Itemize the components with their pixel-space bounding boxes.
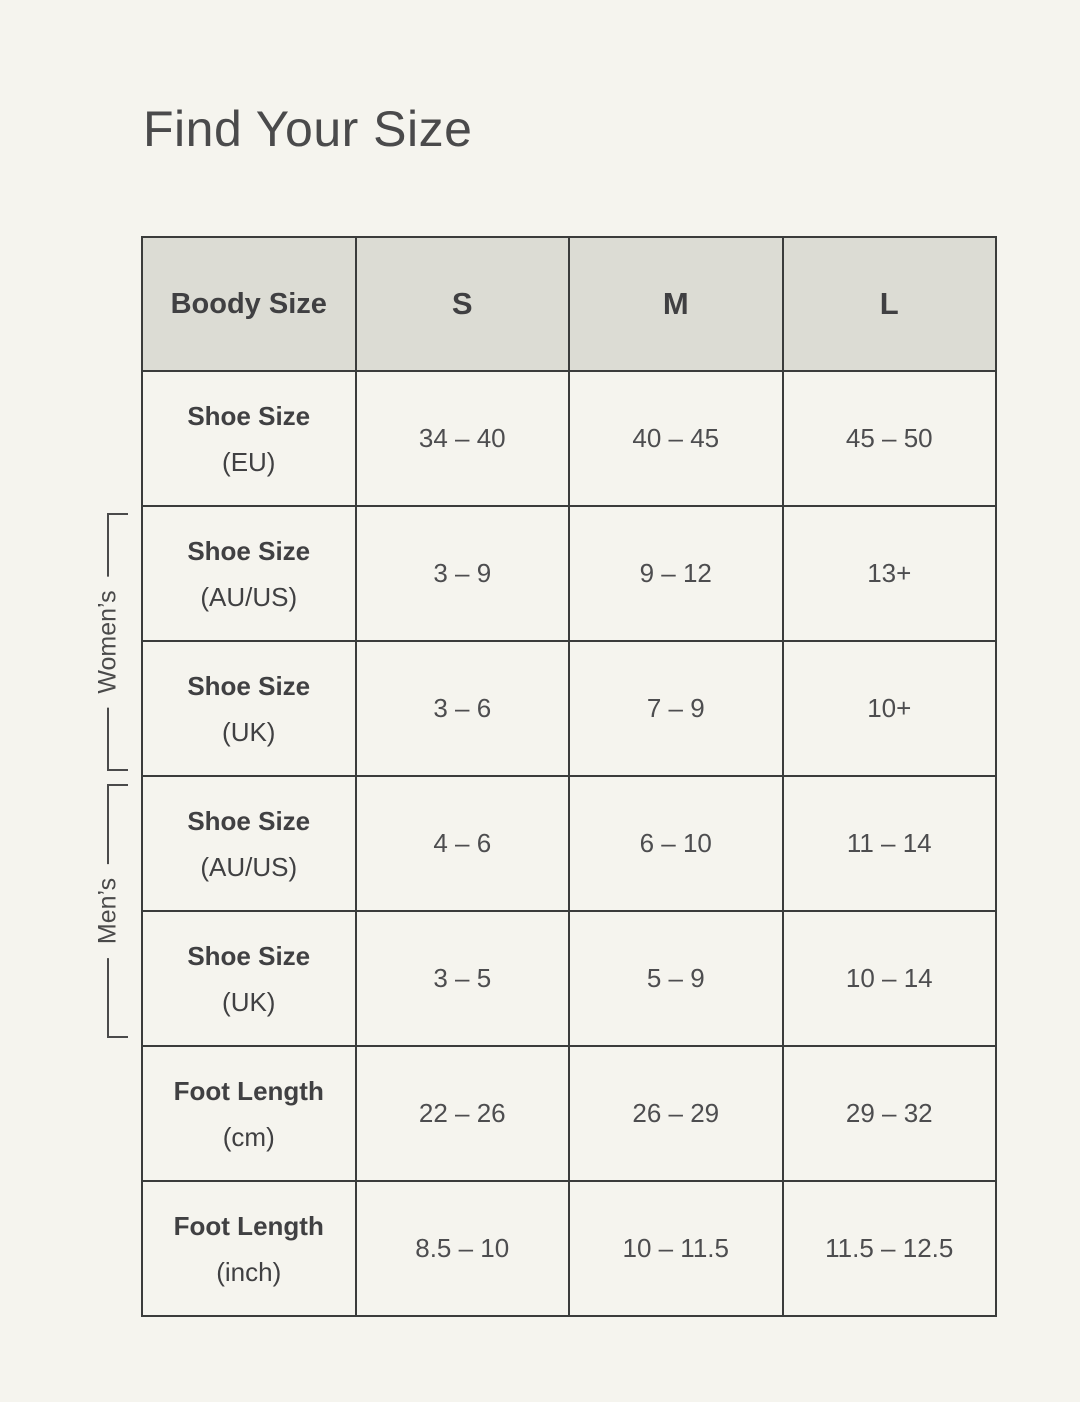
row-label: Shoe Size — [187, 400, 311, 431]
bracket-tick-bottom — [107, 769, 128, 771]
row-label-cell: Shoe Size (UK) — [141, 910, 357, 1047]
row-label-cell: Shoe Size (UK) — [141, 640, 357, 777]
cell-s: 34 – 40 — [354, 370, 570, 507]
row-label-cell: Shoe Size (AU/US) — [141, 775, 357, 912]
cell-m: 40 – 45 — [568, 370, 784, 507]
header-size-l: L — [781, 236, 997, 372]
row-unit: (EU) — [222, 446, 276, 477]
row-unit: (UK) — [222, 716, 276, 747]
row-label: Foot Length — [173, 1210, 324, 1241]
cell-s: 4 – 6 — [354, 775, 570, 912]
cell-s: 3 – 9 — [354, 505, 570, 642]
mens-group-label: Men’s — [93, 863, 123, 959]
bracket-tick-top — [107, 513, 128, 515]
cell-s: 3 – 6 — [354, 640, 570, 777]
cell-m: 5 – 9 — [568, 910, 784, 1047]
row-label-cell: Shoe Size (EU) — [141, 370, 357, 507]
cell-s: 3 – 5 — [354, 910, 570, 1047]
row-unit: (UK) — [222, 986, 276, 1017]
row-unit: (inch) — [216, 1256, 282, 1287]
cell-l: 45 – 50 — [781, 370, 997, 507]
table-row-foot-length-inch: Foot Length (inch) 8.5 – 10 10 – 11.5 11… — [141, 1180, 997, 1317]
cell-l: 10+ — [781, 640, 997, 777]
table-row-shoe-eu: Shoe Size (EU) 34 – 40 40 – 45 45 – 50 — [141, 370, 997, 507]
table-row-mens-shoe-auus: Shoe Size (AU/US) 4 – 6 6 – 10 11 – 14 — [141, 775, 997, 912]
mens-row-group-bracket: Men’s — [93, 784, 128, 1038]
row-label-cell: Shoe Size (AU/US) — [141, 505, 357, 642]
cell-m: 6 – 10 — [568, 775, 784, 912]
row-label: Shoe Size — [187, 940, 311, 971]
row-label-cell: Foot Length (inch) — [141, 1180, 357, 1317]
row-unit: (AU/US) — [200, 851, 298, 882]
womens-group-label: Women’s — [93, 576, 123, 708]
cell-m: 10 – 11.5 — [568, 1180, 784, 1317]
cell-m: 9 – 12 — [568, 505, 784, 642]
cell-m: 26 – 29 — [568, 1045, 784, 1182]
table-header-row: Boody Size S M L — [141, 236, 997, 372]
row-unit: (AU/US) — [200, 581, 298, 612]
table-row-womens-shoe-auus: Shoe Size (AU/US) 3 – 9 9 – 12 13+ — [141, 505, 997, 642]
table-row-mens-shoe-uk: Shoe Size (UK) 3 – 5 5 – 9 10 – 14 — [141, 910, 997, 1047]
cell-l: 11 – 14 — [781, 775, 997, 912]
bracket-tick-top — [107, 784, 128, 786]
header-boody-size: Boody Size — [141, 236, 357, 372]
header-size-s: S — [354, 236, 570, 372]
row-label: Foot Length — [173, 1075, 324, 1106]
cell-l: 13+ — [781, 505, 997, 642]
header-size-m: M — [568, 236, 784, 372]
table-row-foot-length-cm: Foot Length (cm) 22 – 26 26 – 29 29 – 32 — [141, 1045, 997, 1182]
table-row-womens-shoe-uk: Shoe Size (UK) 3 – 6 7 – 9 10+ — [141, 640, 997, 777]
cell-m: 7 – 9 — [568, 640, 784, 777]
cell-l: 10 – 14 — [781, 910, 997, 1047]
cell-s: 8.5 – 10 — [354, 1180, 570, 1317]
page-title: Find Your Size — [143, 101, 473, 157]
cell-s: 22 – 26 — [354, 1045, 570, 1182]
row-label: Shoe Size — [187, 535, 311, 566]
bracket-tick-bottom — [107, 1036, 128, 1038]
row-label: Shoe Size — [187, 805, 311, 836]
womens-row-group-bracket: Women’s — [93, 513, 128, 771]
cell-l: 29 – 32 — [781, 1045, 997, 1182]
row-label: Shoe Size — [187, 670, 311, 701]
cell-l: 11.5 – 12.5 — [781, 1180, 997, 1317]
row-label-cell: Foot Length (cm) — [141, 1045, 357, 1182]
size-chart-table: Boody Size S M L Shoe Size (EU) 34 – 40 … — [141, 236, 997, 1317]
row-unit: (cm) — [222, 1121, 275, 1152]
